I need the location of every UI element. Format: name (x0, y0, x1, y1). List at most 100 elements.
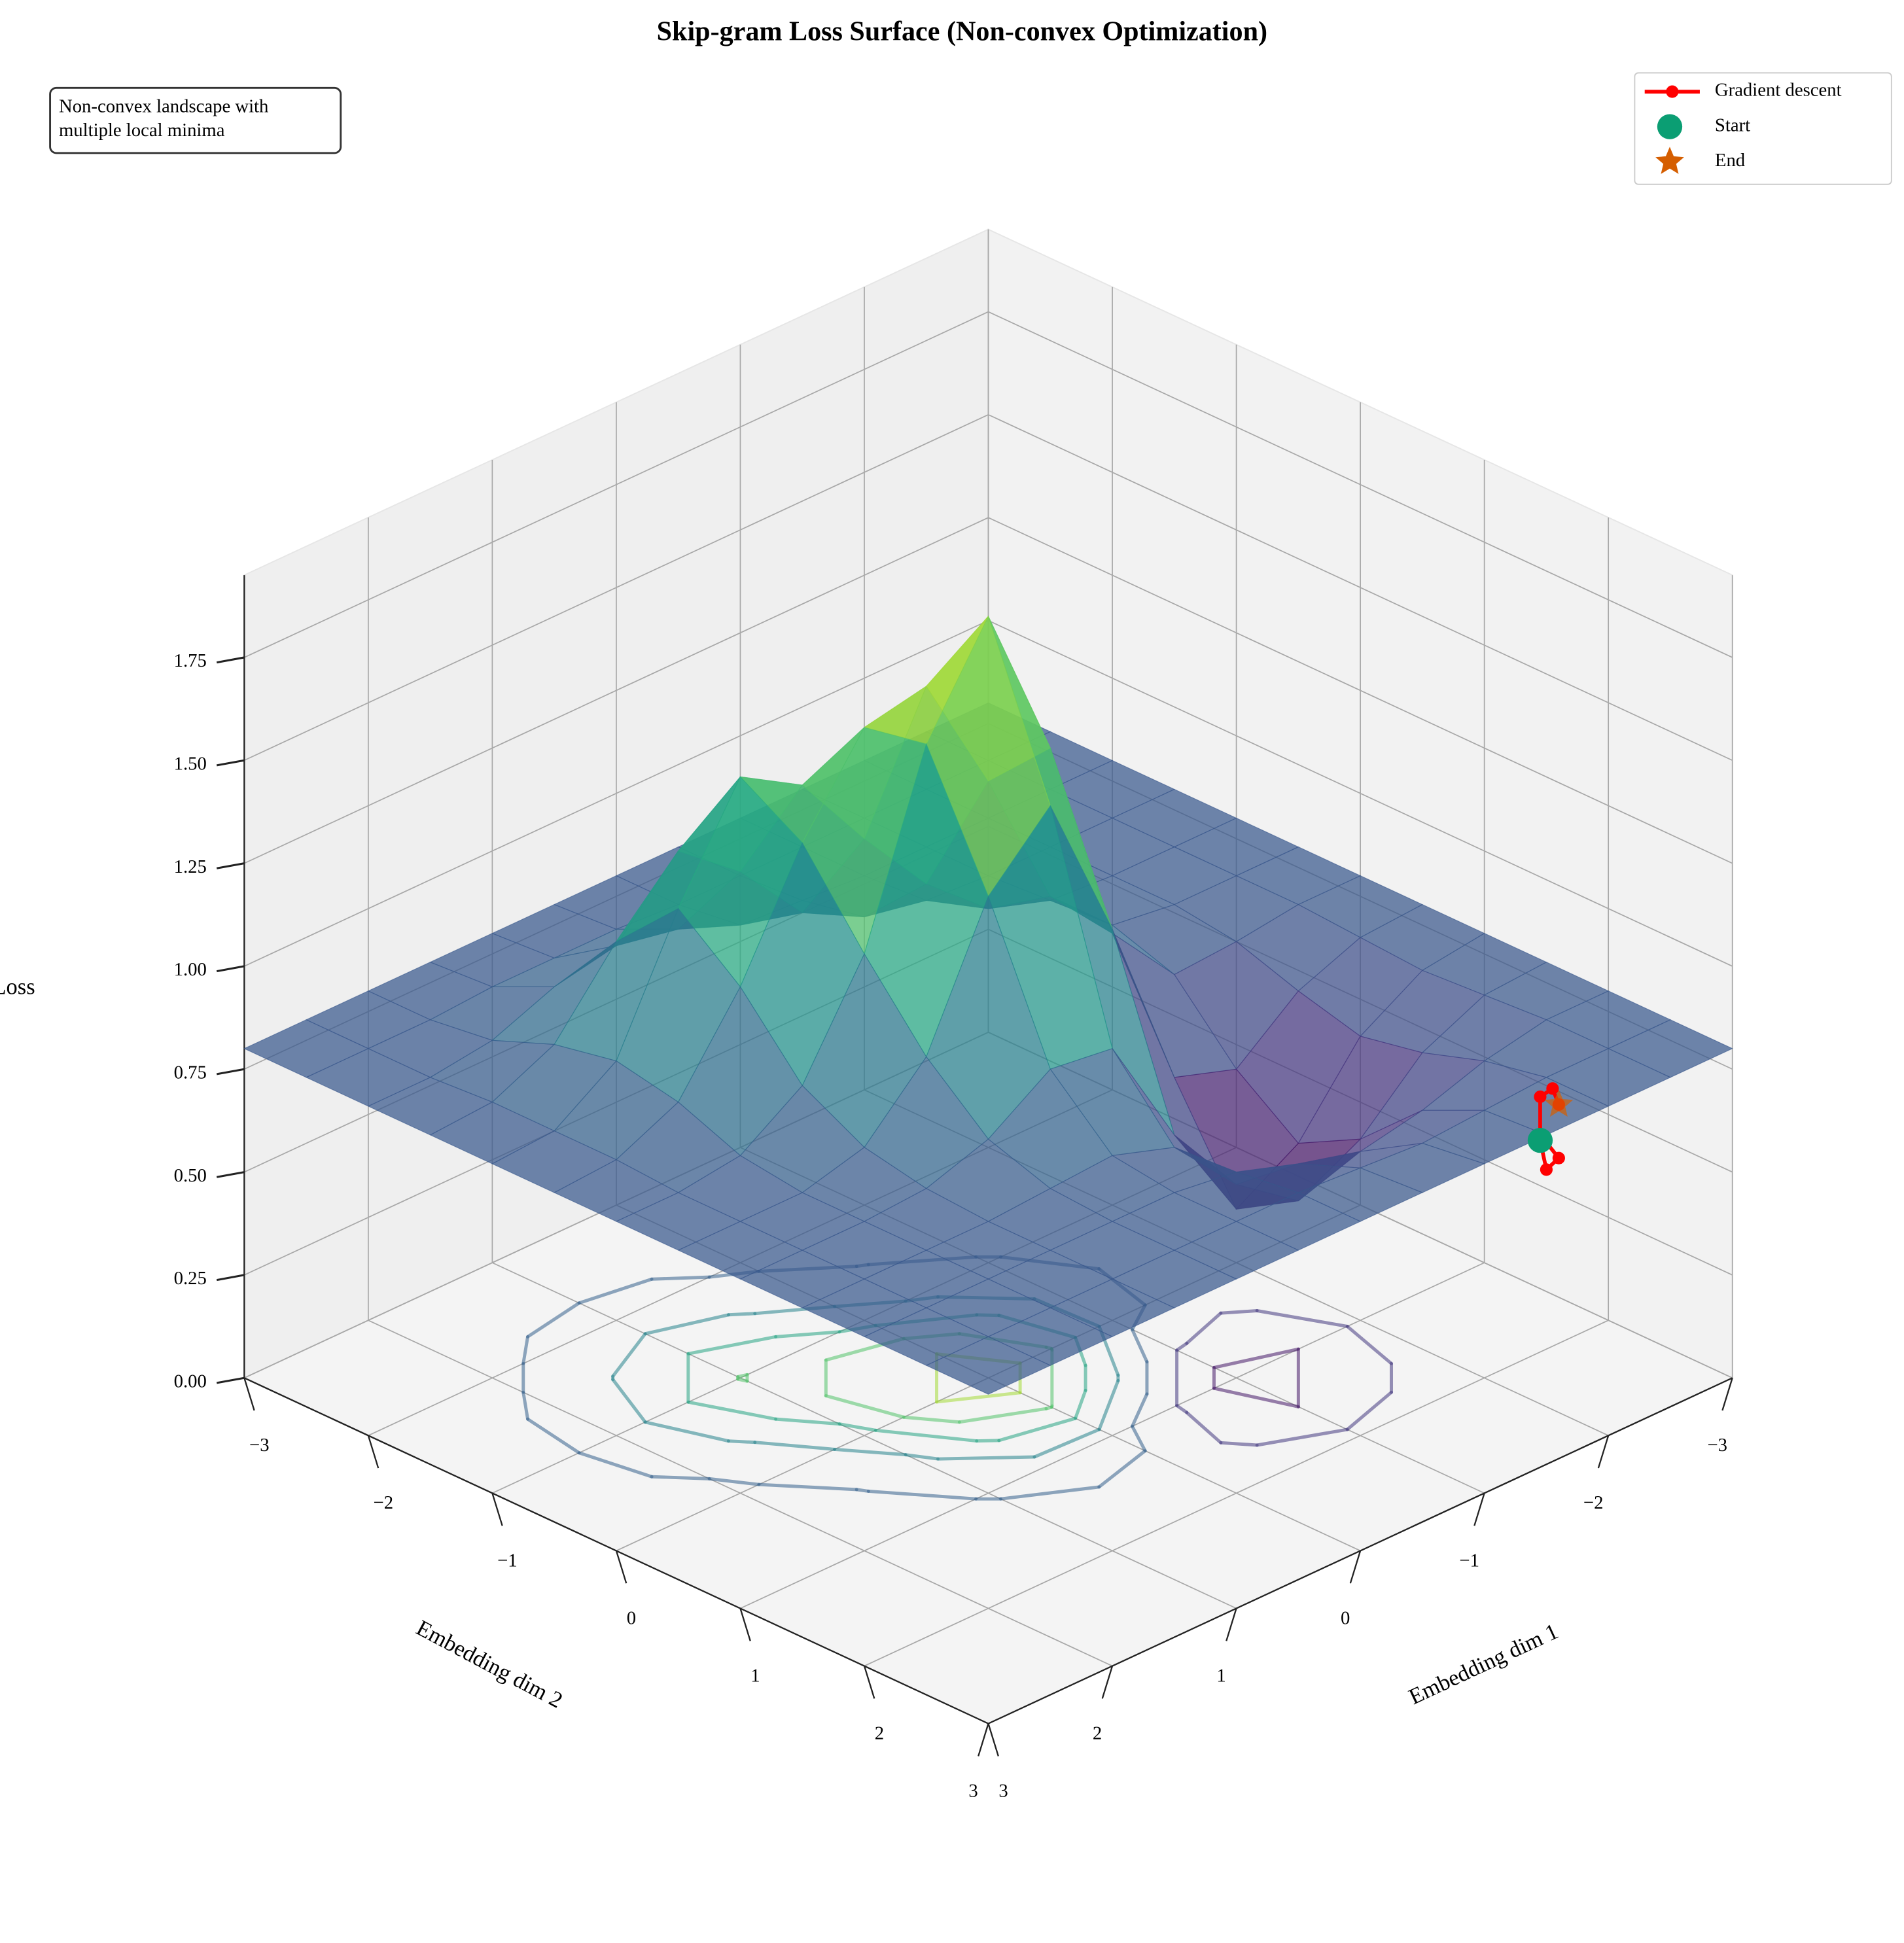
contour-line (837, 1422, 877, 1432)
contour-line (611, 1332, 647, 1378)
annotation-line: multiple local minima (59, 120, 225, 141)
contour-line (774, 1330, 841, 1339)
contour-line (726, 1312, 757, 1317)
contour-line (686, 1335, 778, 1356)
x-axis-label: Embedding dim 1 (1405, 1619, 1562, 1709)
x-tick-label: −2 (1583, 1492, 1604, 1513)
grid-line (988, 517, 1733, 864)
contour-line (526, 1301, 581, 1339)
grid-line (988, 414, 1733, 761)
y-tick (491, 1493, 503, 1526)
y-tick (243, 1377, 255, 1411)
z-tick (216, 1171, 245, 1178)
contour-line (833, 1447, 908, 1457)
legend-label: Start (1715, 114, 1750, 135)
end-marker (1544, 1089, 1574, 1117)
descent-point (1534, 1090, 1547, 1104)
grid-line (740, 1262, 1485, 1609)
contour-line (957, 1407, 1048, 1424)
contour-line (998, 1485, 1101, 1501)
x-tick (1597, 1435, 1610, 1469)
legend-marker (1666, 85, 1679, 98)
grid-line (988, 620, 1733, 967)
grid-line (988, 311, 1733, 658)
x-tick-label: 2 (1093, 1723, 1102, 1743)
y-tick-label: −2 (374, 1492, 394, 1513)
contour-line (824, 1394, 906, 1419)
y-tick-label: 1 (750, 1665, 760, 1686)
contour-line (1097, 1449, 1147, 1489)
descent-point (1540, 1163, 1553, 1176)
x-tick-label: 3 (968, 1781, 978, 1802)
z-tick-label: 1.00 (174, 959, 207, 980)
contour-line (707, 1477, 761, 1486)
z-tick-label: 1.25 (174, 856, 207, 877)
x-tick (1473, 1493, 1485, 1526)
grid-line (243, 311, 989, 658)
z-tick-label: 0.75 (174, 1062, 207, 1083)
grid-line (243, 620, 989, 967)
contour-line (521, 1390, 530, 1421)
contour-line (686, 1400, 778, 1421)
chart-title: Skip-gram Loss Surface (Non-convex Optim… (657, 16, 1267, 47)
contour-line (1175, 1341, 1189, 1352)
contour-line (1185, 1410, 1223, 1444)
legend-label: End (1715, 150, 1745, 171)
contour-line (1032, 1427, 1101, 1459)
contour-line (1219, 1441, 1259, 1447)
surface (243, 615, 1734, 1395)
descent-point (1546, 1082, 1559, 1095)
z-tick (216, 1068, 245, 1076)
contour-line (1345, 1324, 1393, 1365)
contour-line (774, 1417, 841, 1426)
y-tick (739, 1608, 751, 1641)
contour-line (997, 1416, 1078, 1443)
contour-line (1131, 1327, 1149, 1364)
contour-line (611, 1378, 647, 1424)
contour-line (902, 1415, 961, 1424)
contour-line (1212, 1386, 1300, 1409)
y-tick-label: −1 (497, 1550, 518, 1571)
grid-line (243, 414, 989, 761)
x-tick-label: 0 (1341, 1607, 1350, 1628)
contour-line (1345, 1390, 1393, 1431)
contour-line (935, 1391, 1022, 1404)
z-tick (216, 1376, 245, 1384)
contour-line (577, 1451, 654, 1479)
z-tick (216, 965, 245, 973)
x-tick-label: 1 (1216, 1665, 1225, 1686)
descent-point (1552, 1151, 1565, 1164)
legend-box (1634, 72, 1892, 185)
x-tick (1225, 1608, 1237, 1641)
z-axis-label: Loss (0, 975, 35, 1000)
contour-line (904, 1453, 940, 1461)
y-tick-label: 0 (627, 1607, 636, 1628)
legend-marker (1657, 114, 1683, 139)
contour-line (521, 1335, 530, 1365)
annotation-box (49, 86, 342, 154)
y-tick (987, 1723, 999, 1757)
y-tick (615, 1550, 627, 1584)
y-tick-label: 2 (875, 1723, 884, 1743)
annotation-line: Non-convex landscape with (59, 96, 268, 117)
legend-label: Gradient descent (1715, 80, 1842, 101)
contour-line (1097, 1378, 1120, 1431)
contour-line (1255, 1427, 1349, 1447)
contour-line (1255, 1309, 1349, 1328)
contour-line (936, 1455, 1036, 1461)
contour-line (726, 1439, 757, 1444)
x-tick (1721, 1377, 1733, 1411)
contour-line (866, 1489, 978, 1501)
z-tick-label: 1.50 (174, 754, 207, 775)
contour-line (643, 1420, 730, 1443)
contour-line (1131, 1392, 1149, 1428)
z-tick-label: 0.00 (174, 1371, 207, 1392)
x-tick-label: −1 (1459, 1550, 1479, 1571)
contour-line (1044, 1405, 1053, 1410)
contour-line (757, 1482, 858, 1492)
z-tick-label: 0.50 (174, 1165, 207, 1186)
contour-line (855, 1488, 870, 1493)
contour-line (873, 1428, 979, 1443)
contour-line (1074, 1388, 1087, 1420)
